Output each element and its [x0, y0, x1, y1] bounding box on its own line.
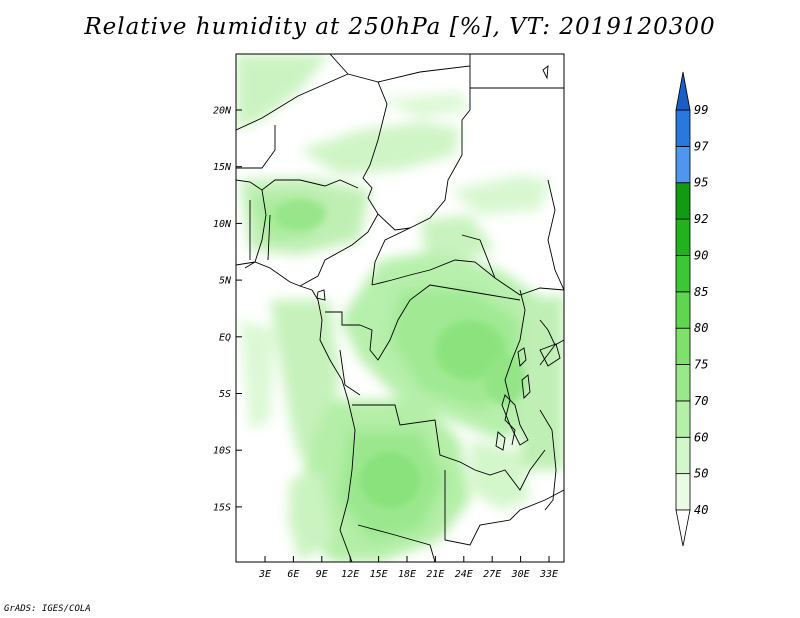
lat-label: 10N	[213, 219, 232, 230]
colorbar-segment	[675, 400, 691, 438]
colorbar-segment	[675, 364, 691, 402]
lat-label: 5S	[219, 389, 231, 400]
chart-title: Relative humidity at 250hPa [%], VT: 201…	[84, 14, 716, 40]
lon-label: 12E	[341, 569, 359, 580]
lon-label: 18E	[398, 569, 416, 580]
colorbar-label: 85	[694, 285, 708, 299]
lon-label: 15E	[370, 569, 388, 580]
lat-label: 10S	[213, 446, 231, 457]
colorbar: 40 50 60 70 75 80 85 90 92 95 97 99	[675, 71, 709, 547]
lon-label: 3E	[258, 569, 271, 580]
colorbar-label: 80	[694, 321, 708, 335]
colorbar-segment	[675, 327, 691, 365]
humidity-shading	[236, 54, 564, 562]
latitude-axis: 20N 15N 10N 5N EQ 5S 10S 15S	[213, 106, 242, 513]
colorbar-label: 60	[694, 430, 708, 444]
longitude-axis: 3E 6E 9E 12E 15E 18E 21E 24E 27E 30E 33E	[258, 556, 558, 580]
colorbar-label: 95	[694, 176, 708, 190]
lakes	[316, 64, 561, 451]
colorbar-segment	[675, 291, 691, 329]
colorbar-segment	[675, 145, 691, 184]
lat-label: 15N	[213, 162, 232, 173]
colorbar-segment	[675, 109, 691, 147]
colorbar-segment	[675, 436, 691, 475]
colorbar-top-arrow	[675, 71, 691, 111]
colorbar-segment	[675, 218, 691, 256]
lat-label: 5N	[219, 276, 232, 287]
colorbar-label: 40	[694, 503, 708, 517]
lat-label: 20N	[213, 106, 232, 117]
colorbar-label: 50	[694, 467, 708, 481]
lon-label: 33E	[539, 569, 558, 580]
lon-label: 27E	[483, 569, 501, 580]
colorbar-bottom-arrow	[675, 509, 691, 547]
colorbar-label: 92	[694, 212, 708, 226]
lat-label: EQ	[219, 332, 231, 343]
colorbar-label: 75	[694, 358, 708, 372]
colorbar-label: 97	[694, 139, 709, 153]
colorbar-segment	[675, 473, 691, 511]
grads-credit: GrADS: IGES/COLA	[4, 604, 91, 614]
colorbar-label: 99	[694, 103, 708, 117]
lat-label: 15S	[213, 502, 231, 513]
country-borders	[236, 54, 564, 562]
lon-label: 24E	[455, 569, 473, 580]
colorbar-label: 90	[694, 248, 708, 262]
lon-label: 30E	[511, 569, 530, 580]
lon-label: 9E	[316, 569, 328, 580]
map-frame	[235, 53, 565, 563]
lon-label: 6E	[287, 569, 299, 580]
colorbar-segment	[675, 255, 691, 293]
colorbar-label: 70	[694, 394, 708, 408]
lon-label: 21E	[426, 569, 444, 580]
colorbar-segment	[675, 182, 691, 220]
